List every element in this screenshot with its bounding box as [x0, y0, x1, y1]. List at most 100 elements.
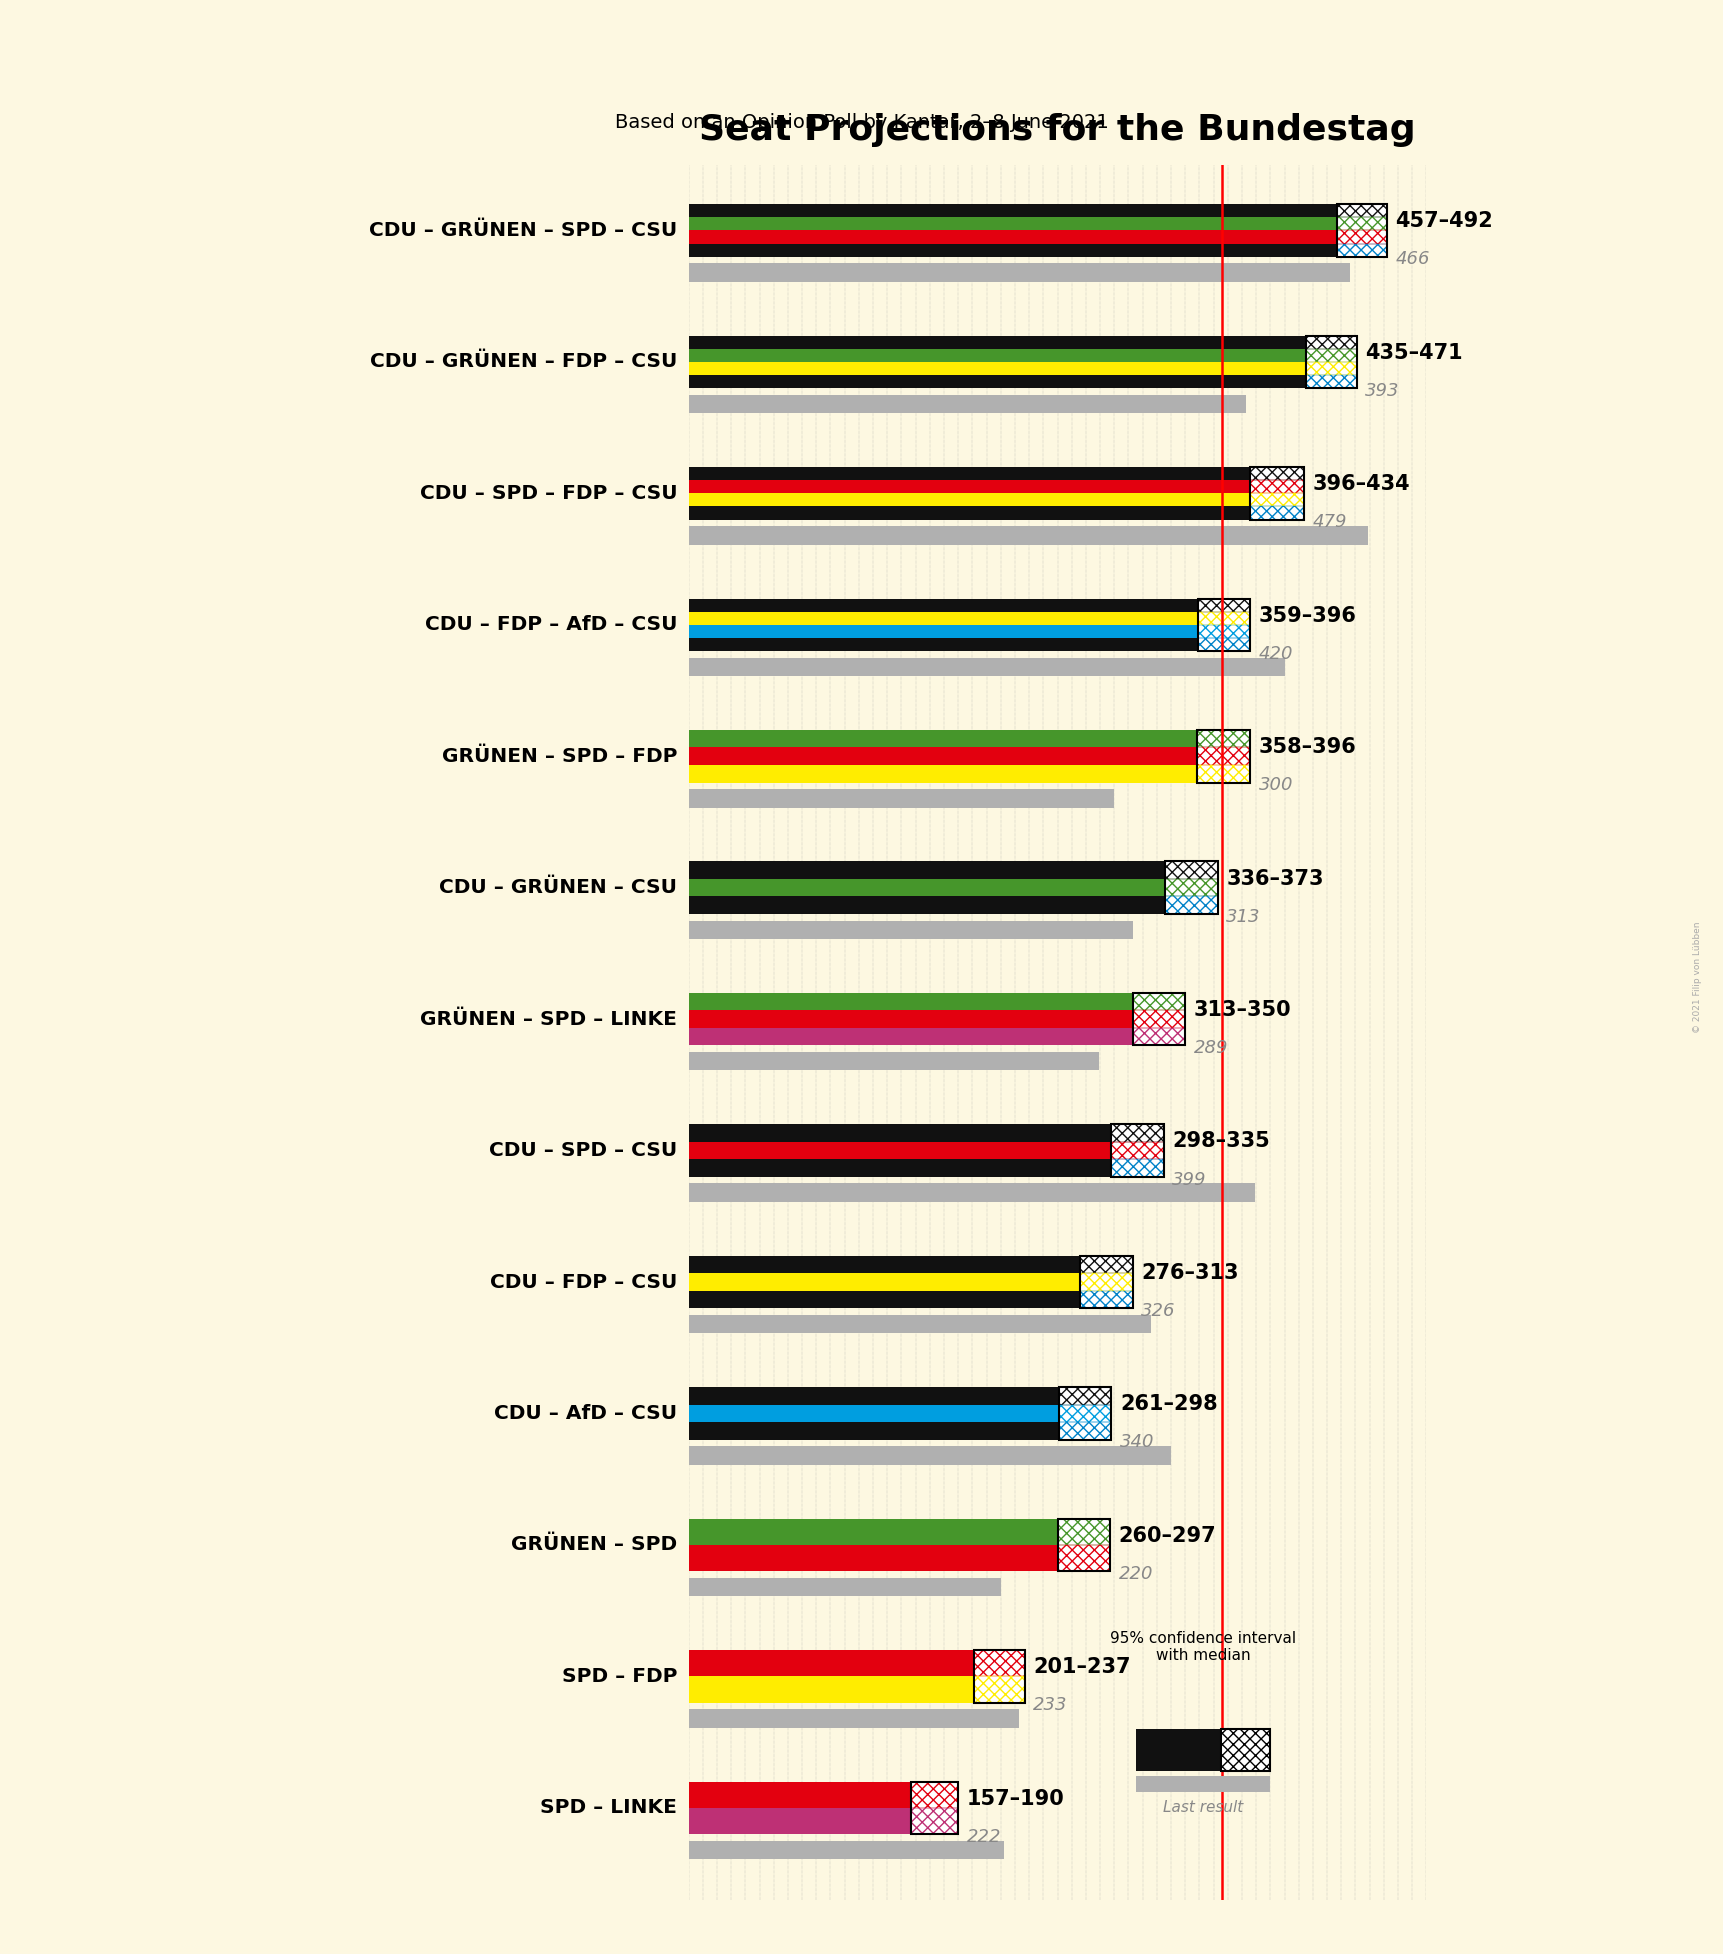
Bar: [1058, 1387, 1111, 1405]
Text: 222: 222: [967, 1827, 1001, 1847]
Text: 457–492: 457–492: [1394, 211, 1492, 231]
Bar: [687, 375, 1304, 389]
Bar: [687, 1651, 973, 1677]
Text: CDU – FDP – AfD – CSU: CDU – FDP – AfD – CSU: [424, 616, 677, 635]
Bar: [973, 1651, 1023, 1702]
Bar: [687, 1159, 1111, 1176]
Bar: [687, 526, 1368, 545]
Bar: [973, 1677, 1023, 1702]
Bar: [1056, 1518, 1110, 1546]
Bar: [1111, 1141, 1163, 1159]
Text: CDU – FDP – CSU: CDU – FDP – CSU: [489, 1272, 677, 1292]
Bar: [1220, 1729, 1270, 1770]
Bar: [1111, 1159, 1163, 1176]
Bar: [1132, 993, 1184, 1010]
Bar: [687, 1256, 1080, 1274]
Bar: [687, 1141, 1111, 1159]
Text: 276–313: 276–313: [1141, 1262, 1239, 1284]
Bar: [1337, 217, 1385, 231]
Text: 399: 399: [1172, 1170, 1206, 1188]
Bar: [1249, 467, 1304, 481]
Bar: [687, 993, 1132, 1010]
Text: CDU – GRÜNEN – SPD – CSU: CDU – GRÜNEN – SPD – CSU: [369, 221, 677, 240]
Text: 466: 466: [1394, 250, 1428, 268]
Text: GRÜNEN – SPD – FDP: GRÜNEN – SPD – FDP: [441, 746, 677, 766]
Text: 157–190: 157–190: [967, 1788, 1063, 1809]
Bar: [687, 1010, 1132, 1028]
Bar: [1197, 598, 1249, 651]
Bar: [1080, 1292, 1132, 1309]
Bar: [1165, 897, 1216, 914]
Bar: [1165, 862, 1216, 879]
Bar: [1196, 731, 1249, 748]
Bar: [911, 1807, 958, 1835]
Text: 261–298: 261–298: [1120, 1395, 1216, 1415]
Bar: [1056, 1518, 1110, 1571]
Bar: [687, 1184, 1254, 1202]
Bar: [1080, 1256, 1132, 1274]
Bar: [687, 336, 1304, 348]
Bar: [1337, 244, 1385, 256]
Text: 289: 289: [1192, 1040, 1227, 1057]
Bar: [1337, 244, 1385, 256]
Bar: [1111, 1159, 1163, 1176]
Bar: [1135, 1776, 1270, 1792]
Text: 358–396: 358–396: [1258, 737, 1356, 756]
Bar: [1111, 1124, 1163, 1176]
Bar: [687, 862, 1165, 879]
Bar: [1111, 1141, 1163, 1159]
Bar: [1135, 1729, 1220, 1770]
Bar: [687, 1446, 1170, 1466]
Bar: [1249, 492, 1304, 506]
Bar: [1249, 492, 1304, 506]
Bar: [687, 1518, 1056, 1546]
Bar: [687, 1405, 1058, 1423]
Text: Based on an Opinion Poll by Kantar, 2–8 June 2021: Based on an Opinion Poll by Kantar, 2–8 …: [615, 113, 1108, 133]
Bar: [687, 897, 1165, 914]
Bar: [687, 766, 1196, 782]
Bar: [687, 1546, 1056, 1571]
Bar: [911, 1807, 958, 1835]
Bar: [1220, 1729, 1270, 1770]
Text: 300: 300: [1258, 776, 1292, 793]
Bar: [1165, 879, 1216, 897]
Bar: [1111, 1124, 1163, 1141]
Bar: [687, 264, 1349, 281]
Text: 340: 340: [1120, 1434, 1154, 1452]
Bar: [1196, 766, 1249, 782]
Bar: [1080, 1256, 1132, 1309]
Text: 260–297: 260–297: [1118, 1526, 1215, 1546]
Bar: [1304, 375, 1356, 389]
Bar: [1132, 993, 1184, 1045]
Bar: [1058, 1405, 1111, 1423]
Bar: [1111, 1124, 1163, 1141]
Bar: [687, 217, 1337, 231]
Bar: [1197, 612, 1249, 625]
Text: SPD – FDP: SPD – FDP: [562, 1667, 677, 1686]
Bar: [1058, 1423, 1111, 1440]
Bar: [911, 1782, 958, 1807]
Bar: [687, 748, 1196, 766]
Text: 298–335: 298–335: [1172, 1131, 1270, 1151]
Bar: [1196, 731, 1249, 782]
Text: CDU – SPD – FDP – CSU: CDU – SPD – FDP – CSU: [419, 485, 677, 502]
Text: Last result: Last result: [1161, 1800, 1242, 1815]
Text: 435–471: 435–471: [1365, 342, 1463, 363]
Bar: [687, 658, 1284, 676]
Bar: [1304, 348, 1356, 361]
Bar: [687, 1841, 1003, 1858]
Text: CDU – SPD – CSU: CDU – SPD – CSU: [489, 1141, 677, 1161]
Bar: [1337, 231, 1385, 244]
Text: CDU – GRÜNEN – FDP – CSU: CDU – GRÜNEN – FDP – CSU: [370, 352, 677, 371]
Bar: [1220, 1729, 1270, 1770]
Bar: [1080, 1274, 1132, 1292]
Bar: [687, 625, 1197, 637]
Text: CDU – GRÜNEN – CSU: CDU – GRÜNEN – CSU: [439, 877, 677, 897]
Bar: [687, 348, 1304, 361]
Text: 220: 220: [1118, 1565, 1153, 1583]
Bar: [687, 789, 1113, 807]
Bar: [687, 481, 1249, 492]
Text: 201–237: 201–237: [1032, 1657, 1130, 1677]
Bar: [1249, 467, 1304, 520]
Bar: [973, 1651, 1023, 1677]
